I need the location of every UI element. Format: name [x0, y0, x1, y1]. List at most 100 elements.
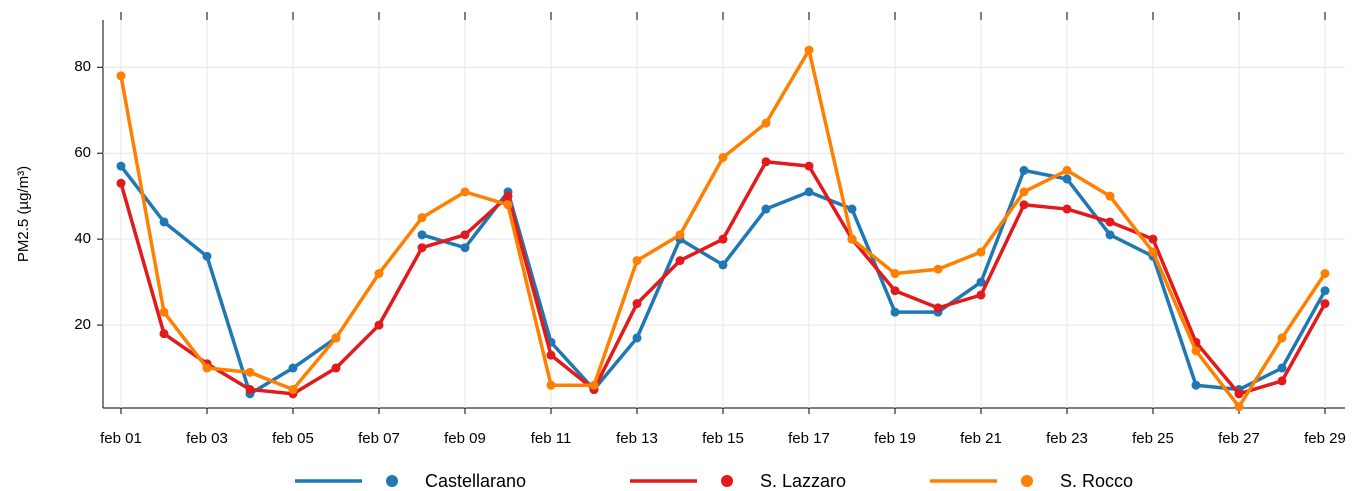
data-point — [1320, 286, 1330, 296]
data-point — [417, 243, 427, 253]
data-point — [1277, 363, 1287, 373]
data-point — [1019, 200, 1029, 210]
x-tick-label: feb 09 — [444, 430, 486, 447]
x-tick-label: feb 27 — [1218, 430, 1260, 447]
data-point — [546, 350, 556, 360]
data-point — [116, 178, 126, 188]
data-point — [116, 161, 126, 171]
data-point — [546, 380, 556, 390]
data-point — [933, 303, 943, 313]
data-point — [503, 191, 513, 201]
legend-marker — [1021, 475, 1033, 487]
data-point — [159, 329, 169, 339]
x-tick-label: feb 05 — [272, 430, 314, 447]
data-point — [761, 118, 771, 128]
data-point — [1062, 204, 1072, 214]
data-point — [847, 204, 857, 214]
legend-marker — [386, 475, 398, 487]
data-point — [1234, 402, 1244, 412]
x-tick-label: feb 03 — [186, 430, 228, 447]
data-point — [1234, 389, 1244, 399]
x-tick-label: feb 25 — [1132, 430, 1174, 447]
data-point — [1148, 234, 1158, 244]
data-point — [331, 363, 341, 373]
data-point — [804, 187, 814, 197]
data-point — [890, 307, 900, 317]
y-tick-label: 80 — [74, 58, 91, 75]
data-point — [417, 213, 427, 223]
x-tick-label: feb 17 — [788, 430, 830, 447]
y-tick-label: 20 — [74, 316, 91, 333]
data-point — [288, 385, 298, 395]
legend-marker — [721, 475, 733, 487]
data-point — [1320, 269, 1330, 279]
data-point — [1062, 165, 1072, 175]
x-tick-label: feb 15 — [702, 430, 744, 447]
data-point — [1148, 247, 1158, 257]
data-point — [761, 204, 771, 214]
data-point — [159, 307, 169, 317]
data-point — [718, 260, 728, 270]
data-point — [460, 243, 470, 253]
y-axis-label: PM2.5 (µg/m³) — [15, 166, 32, 262]
data-point — [460, 187, 470, 197]
data-point — [1105, 191, 1115, 201]
data-point — [1062, 174, 1072, 184]
data-point — [159, 217, 169, 227]
data-point — [374, 320, 384, 330]
x-tick-label: feb 11 — [531, 430, 572, 447]
data-point — [1320, 299, 1330, 309]
data-point — [503, 200, 513, 210]
data-point — [976, 277, 986, 287]
data-point — [417, 230, 427, 240]
series-line — [119, 165, 1327, 396]
data-point — [374, 269, 384, 279]
data-point — [933, 264, 943, 274]
data-point — [589, 380, 599, 390]
y-tick-label: 60 — [74, 144, 91, 161]
legend-label: Castellarano — [425, 471, 526, 491]
data-point — [288, 363, 298, 373]
legend-label: S. Lazzaro — [760, 471, 846, 491]
data-point — [202, 251, 212, 261]
x-tick-label: feb 01 — [100, 430, 142, 447]
data-point — [804, 45, 814, 55]
x-tick-label: feb 07 — [358, 430, 400, 447]
data-point — [804, 161, 814, 171]
data-point — [1277, 376, 1287, 386]
data-point — [632, 256, 642, 266]
data-point — [1191, 380, 1201, 390]
data-point — [718, 152, 728, 162]
data-point — [1105, 217, 1115, 227]
data-point — [632, 333, 642, 343]
data-point — [976, 290, 986, 300]
data-point — [890, 286, 900, 296]
data-point — [718, 234, 728, 244]
data-point — [460, 230, 470, 240]
data-point — [1277, 333, 1287, 343]
x-tick-label: feb 21 — [960, 430, 1002, 447]
data-point — [675, 230, 685, 240]
data-point — [1191, 346, 1201, 356]
data-point — [116, 71, 126, 81]
data-point — [632, 299, 642, 309]
x-tick-label: feb 13 — [616, 430, 658, 447]
data-point — [675, 256, 685, 266]
data-point — [761, 157, 771, 167]
data-point — [1019, 165, 1029, 175]
data-point — [1105, 230, 1115, 240]
data-point — [331, 333, 341, 343]
data-point — [245, 385, 255, 395]
data-point — [847, 234, 857, 244]
x-tick-label: feb 29 — [1304, 430, 1346, 447]
legend-label: S. Rocco — [1060, 471, 1133, 491]
data-point — [976, 247, 986, 257]
y-tick-label: 40 — [74, 230, 91, 247]
data-point — [245, 367, 255, 377]
data-point — [1019, 187, 1029, 197]
data-point — [890, 269, 900, 279]
x-tick-label: feb 23 — [1046, 430, 1088, 447]
data-point — [202, 363, 212, 373]
x-tick-label: feb 19 — [874, 430, 916, 447]
